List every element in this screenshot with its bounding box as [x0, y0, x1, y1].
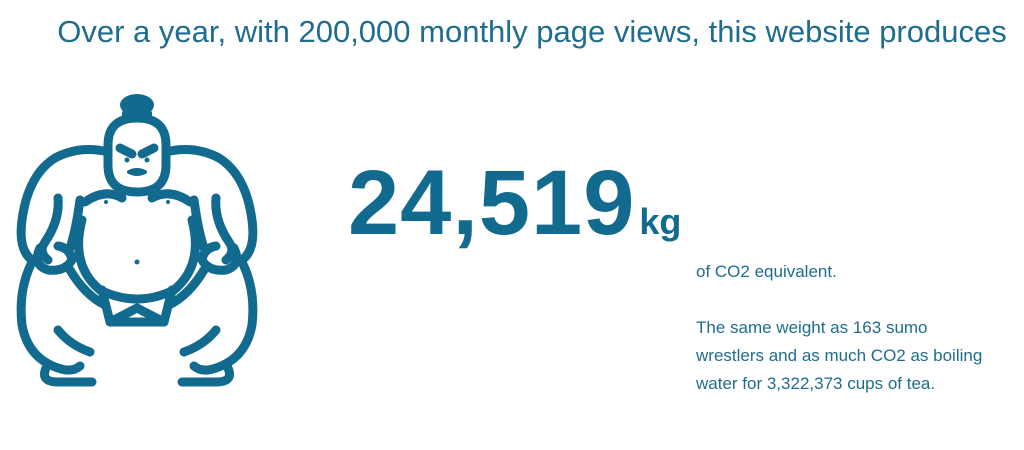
emissions-subtitle: of CO2 equivalent.: [696, 262, 837, 281]
emissions-value: 24,519: [348, 152, 636, 254]
emissions-details: of CO2 equivalent. The same weight as 16…: [696, 258, 996, 398]
emissions-equivalence: The same weight as 163 sumo wrestlers an…: [696, 318, 983, 393]
emissions-unit: kg: [639, 201, 682, 242]
sumo-wrestler-icon: [10, 90, 265, 390]
emissions-figure: 24,519 kg: [348, 148, 681, 258]
headline: Over a year, with 200,000 monthly page v…: [57, 14, 1007, 49]
